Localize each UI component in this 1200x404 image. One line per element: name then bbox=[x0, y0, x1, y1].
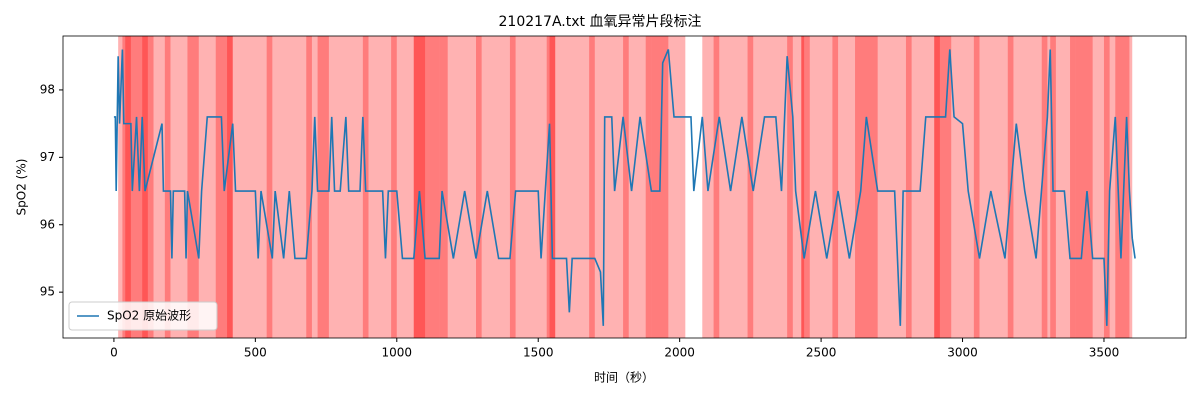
highlight-span bbox=[1075, 36, 1093, 338]
x-tick-label: 3500 bbox=[1089, 346, 1120, 360]
highlight-span bbox=[832, 36, 878, 338]
highlight-span bbox=[801, 36, 810, 338]
highlight-span bbox=[934, 36, 980, 338]
highlight-span bbox=[413, 36, 440, 338]
highlight-span bbox=[872, 36, 912, 338]
y-tick-label: 96 bbox=[40, 217, 55, 231]
highlight-span bbox=[973, 36, 1014, 338]
y-tick-label: 97 bbox=[40, 150, 55, 164]
x-tick-label: 1500 bbox=[523, 346, 554, 360]
highlight-span bbox=[509, 36, 556, 338]
highlight-span bbox=[391, 36, 426, 338]
highlight-span bbox=[1115, 36, 1130, 338]
highlight-span bbox=[1041, 36, 1076, 338]
highlight-span bbox=[227, 36, 273, 338]
x-tick-label: 2000 bbox=[664, 346, 695, 360]
chart-title: 210217A.txt 血氧异常片段标注 bbox=[499, 14, 702, 30]
highlight-span bbox=[413, 36, 448, 338]
x-axis-label: 时间（秒） bbox=[594, 371, 654, 385]
highlight-span bbox=[1007, 36, 1048, 338]
x-tick-label: 0 bbox=[110, 346, 118, 360]
highlight-span bbox=[905, 36, 940, 338]
highlight-span bbox=[801, 36, 839, 338]
x-tick-label: 3000 bbox=[947, 346, 978, 360]
highlight-span bbox=[549, 36, 595, 338]
highlight-span bbox=[934, 36, 952, 338]
legend-label: SpO2 原始波形 bbox=[107, 309, 191, 323]
highlight-span bbox=[164, 36, 199, 338]
highlight-span bbox=[362, 36, 397, 338]
x-tick-label: 2500 bbox=[806, 346, 837, 360]
y-axis-label: SpO2 (%) bbox=[15, 159, 29, 216]
highlight-span bbox=[702, 36, 720, 338]
highlight-span bbox=[118, 36, 131, 338]
highlight-span bbox=[475, 36, 516, 338]
highlight-span bbox=[122, 36, 148, 338]
highlight-span bbox=[266, 36, 312, 338]
highlight-span bbox=[713, 36, 754, 338]
legend-box bbox=[68, 301, 218, 331]
y-tick-label: 98 bbox=[40, 82, 55, 96]
highlight-span bbox=[645, 36, 686, 338]
plot-frame bbox=[62, 35, 1187, 339]
highlight-span bbox=[855, 36, 873, 338]
highlight-span bbox=[589, 36, 629, 338]
highlight-span bbox=[142, 36, 171, 338]
highlight-span bbox=[439, 36, 482, 338]
highlight-span bbox=[623, 36, 652, 338]
x-tick-label: 500 bbox=[244, 346, 267, 360]
y-tick-label: 95 bbox=[40, 285, 55, 299]
highlight-span bbox=[1070, 36, 1110, 338]
x-tick-label: 1000 bbox=[382, 346, 413, 360]
data-line bbox=[113, 49, 1136, 326]
